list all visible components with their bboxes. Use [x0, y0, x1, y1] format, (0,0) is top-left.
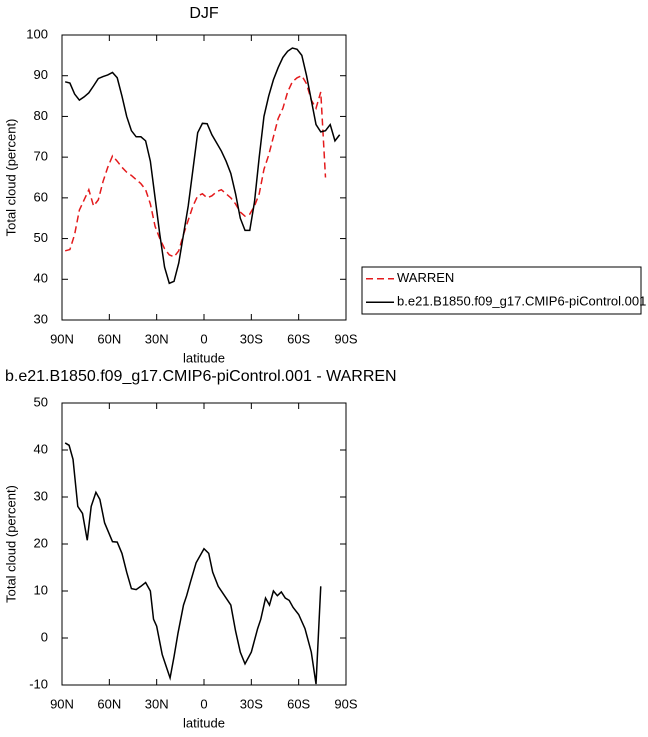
y-axis-label: Total cloud (percent) — [3, 119, 18, 237]
x-tick-label: 90S — [334, 331, 357, 346]
data-line — [64, 74, 327, 258]
y-tick-label: 100 — [26, 26, 48, 41]
x-tick-label: 60N — [97, 696, 121, 711]
x-axis-label: latitude — [183, 350, 225, 365]
y-tick-label: 90 — [34, 67, 48, 82]
x-tick-label: 30N — [145, 331, 169, 346]
chart-title: DJF — [189, 5, 219, 22]
y-tick-label: 60 — [34, 189, 48, 204]
x-tick-label: 0 — [200, 696, 207, 711]
y-tick-label: 50 — [34, 230, 48, 245]
y-tick-label: 20 — [34, 535, 48, 550]
y-tick-label: 30 — [34, 311, 48, 326]
y-tick-label: 30 — [34, 488, 48, 503]
y-tick-label: 40 — [34, 271, 48, 286]
y-tick-label: -10 — [29, 676, 48, 691]
legend-label: b.e21.B1850.f09_g17.CMIP6-piControl.001 — [397, 294, 646, 309]
x-tick-label: 30S — [240, 331, 263, 346]
x-tick-label: 90N — [50, 331, 74, 346]
x-tick-label: 90S — [334, 696, 357, 711]
x-tick-label: 30N — [145, 696, 169, 711]
y-tick-label: 10 — [34, 582, 48, 597]
chart-title: b.e21.B1850.f09_g17.CMIP6-piControl.001 … — [5, 368, 397, 385]
y-tick-label: 40 — [34, 441, 48, 456]
y-axis-label: Total cloud (percent) — [3, 485, 18, 603]
legend-box — [361, 266, 642, 315]
plot-frame — [61, 402, 347, 686]
y-tick-label: 50 — [34, 394, 48, 409]
x-tick-label: 60S — [287, 331, 310, 346]
x-tick-label: 0 — [200, 331, 207, 346]
data-line — [64, 442, 322, 685]
legend-label: WARREN — [397, 270, 454, 285]
x-tick-label: 60N — [97, 331, 121, 346]
x-tick-label: 30S — [240, 696, 263, 711]
x-axis-label: latitude — [183, 715, 225, 730]
x-tick-label: 60S — [287, 696, 310, 711]
x-tick-label: 90N — [50, 696, 74, 711]
y-tick-label: 70 — [34, 149, 48, 164]
data-line — [64, 47, 341, 285]
y-tick-label: 80 — [34, 108, 48, 123]
y-tick-label: 0 — [41, 629, 48, 644]
